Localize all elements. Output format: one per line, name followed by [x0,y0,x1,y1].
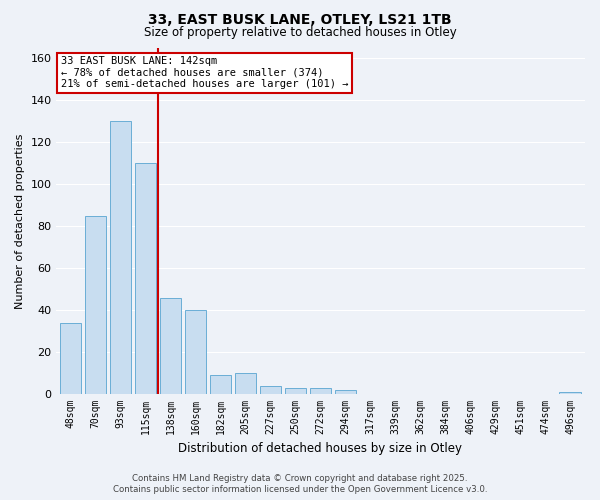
Bar [285,388,306,394]
Bar [260,386,281,394]
Text: 33, EAST BUSK LANE, OTLEY, LS21 1TB: 33, EAST BUSK LANE, OTLEY, LS21 1TB [148,12,452,26]
Y-axis label: Number of detached properties: Number of detached properties [15,133,25,308]
Bar [85,216,106,394]
Bar [335,390,356,394]
Bar [235,373,256,394]
Text: Size of property relative to detached houses in Otley: Size of property relative to detached ho… [143,26,457,39]
Bar [185,310,206,394]
Bar [110,121,131,394]
Text: Contains HM Land Registry data © Crown copyright and database right 2025.
Contai: Contains HM Land Registry data © Crown c… [113,474,487,494]
X-axis label: Distribution of detached houses by size in Otley: Distribution of detached houses by size … [178,442,463,455]
Bar [60,323,82,394]
Bar [310,388,331,394]
Bar [559,392,581,394]
Bar [160,298,181,394]
Text: 33 EAST BUSK LANE: 142sqm
← 78% of detached houses are smaller (374)
21% of semi: 33 EAST BUSK LANE: 142sqm ← 78% of detac… [61,56,349,90]
Bar [135,163,157,394]
Bar [210,376,231,394]
